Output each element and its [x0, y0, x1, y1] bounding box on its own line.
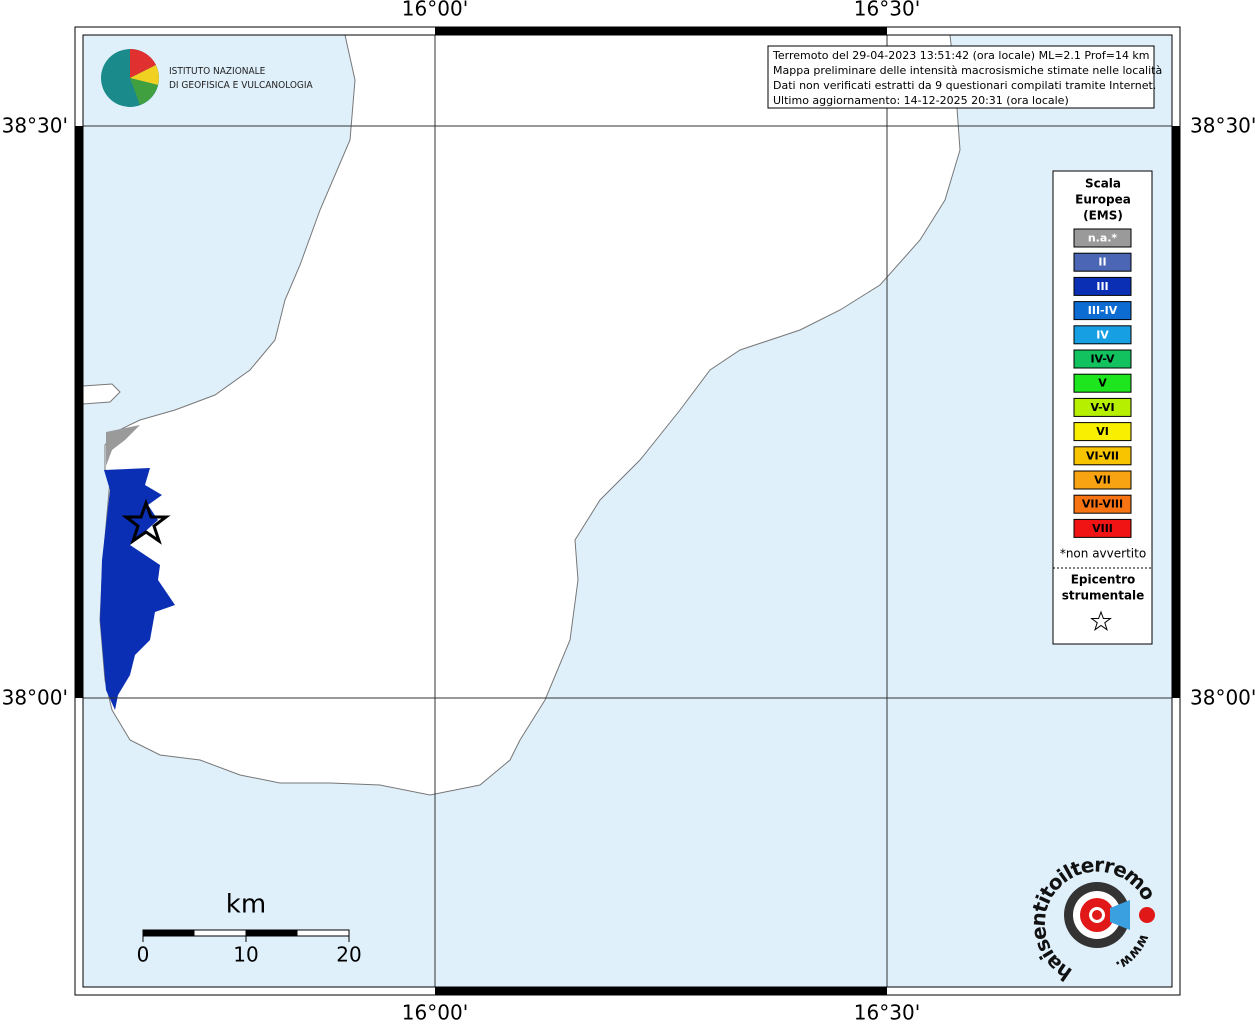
frame-bar	[435, 27, 887, 35]
scale-segment	[246, 930, 298, 936]
legend-swatch	[1073, 252, 1132, 272]
info-box-frame	[767, 45, 1155, 109]
logo-horn	[1110, 900, 1130, 930]
legend-swatch	[1073, 494, 1132, 514]
legend-swatch	[1073, 349, 1132, 369]
legend-label: IV	[1096, 328, 1109, 341]
info-line: Terremoto del 29-04-2023 13:51:42 (ora l…	[772, 49, 1150, 62]
legend-swatch	[1073, 422, 1132, 442]
lat-label: 38°00'	[1190, 686, 1255, 710]
scale-label: 0	[137, 943, 150, 967]
legend-title: (EMS)	[1083, 209, 1123, 223]
info-box: Terremoto del 29-04-2023 13:51:42 (ora l…	[767, 45, 1162, 109]
legend-swatch	[1073, 373, 1132, 393]
info-line: Dati non verificati estratti da 9 questi…	[773, 79, 1156, 92]
lon-label: 16°00'	[402, 1001, 468, 1025]
frame	[74, 26, 1181, 996]
scale-segment	[143, 930, 195, 936]
lon-label: 16°30'	[854, 1001, 920, 1025]
ingv-logo: ISTITUTO NAZIONALE DI GEOFISICA E VULCAN…	[101, 48, 314, 107]
legend-note: *non avvertito	[1060, 547, 1146, 561]
logo-segment	[130, 48, 156, 78]
frame-bar	[435, 987, 887, 995]
legend-swatch	[1073, 228, 1132, 248]
legend-title: Europea	[1075, 193, 1131, 207]
felt-area	[100, 468, 175, 710]
legend-label: VI	[1096, 425, 1109, 438]
legend-label: V-VI	[1090, 401, 1114, 414]
lat-label: 38°30'	[2, 114, 68, 138]
logo-segment	[130, 65, 159, 85]
legend-epicenter: Epicentro	[1071, 573, 1136, 587]
legend-swatch	[1073, 470, 1132, 490]
legend-label: V	[1098, 377, 1107, 390]
legend-label: VIII	[1092, 522, 1113, 535]
legend-label: VII	[1094, 474, 1111, 487]
frame-bar	[1172, 126, 1180, 698]
lat-label: 38°00'	[2, 686, 68, 710]
legend-label: n.a.*	[1088, 232, 1118, 245]
scale-label: 20	[336, 943, 361, 967]
lat-label: 38°30'	[1190, 114, 1255, 138]
legend-label: III-IV	[1088, 304, 1118, 317]
logo-text: DI GEOFISICA E VULCANOLOGIA	[169, 80, 314, 91]
legend-label: VI-VII	[1086, 449, 1119, 462]
legend-swatch	[1073, 518, 1132, 538]
frame-bar	[75, 126, 83, 698]
logo-text: ISTITUTO NAZIONALE	[169, 66, 266, 77]
legend: Scala Europea (EMS) *non avvertito Epice…	[1052, 170, 1153, 645]
logo-ring	[1092, 910, 1102, 920]
legend-label: II	[1098, 256, 1106, 269]
scale-label: 10	[233, 943, 258, 967]
graticule	[83, 35, 1172, 987]
epicenter	[121, 498, 171, 545]
info-line: Ultimo aggiornamento: 14-12-2025 20:31 (…	[773, 94, 1069, 107]
info-line: Mappa preliminare delle intensità macros…	[773, 64, 1162, 77]
land	[99, 34, 961, 796]
scale-bar: km 0 10 20	[137, 890, 362, 967]
logo-dot	[1139, 907, 1155, 923]
lon-label: 16°30'	[854, 0, 920, 21]
legend-swatch	[1073, 276, 1132, 296]
legend-swatch	[1073, 301, 1132, 321]
legend-swatch	[1073, 325, 1132, 345]
legend-swatch	[1073, 446, 1132, 466]
scale-unit: km	[226, 890, 266, 920]
legend-epicenter: strumentale	[1062, 589, 1145, 603]
legend-star	[1090, 610, 1112, 631]
legend-swatch	[1073, 397, 1132, 417]
legend-label: III	[1096, 280, 1108, 293]
legend-title: Scala	[1085, 177, 1121, 191]
logo-segment	[130, 78, 158, 105]
area-not-available	[106, 425, 140, 466]
lon-label: 16°00'	[402, 0, 468, 21]
legend-label: VII-VIII	[1082, 498, 1123, 511]
legend-label: IV-V	[1090, 353, 1115, 366]
